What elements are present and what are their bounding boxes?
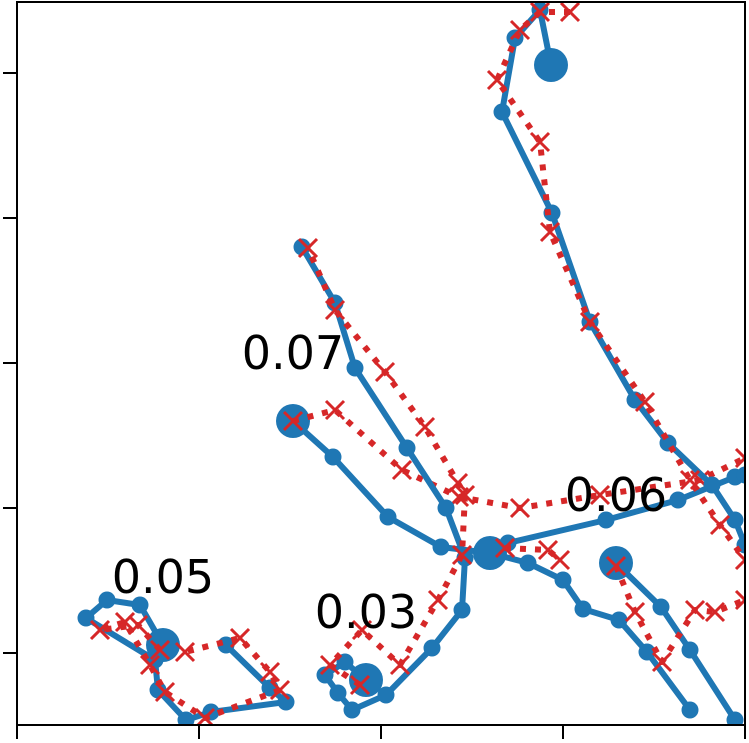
point-marker [638,643,656,661]
point-marker [423,639,441,657]
x-marker [414,416,436,438]
x-marker [139,654,161,676]
point-marker [131,596,149,614]
start-marker [473,536,507,570]
x-marker [709,514,731,536]
point-marker [377,686,395,704]
x-marker [494,537,516,559]
start-marker [599,546,633,580]
trajectory-line [499,7,745,547]
point-marker [336,653,354,671]
start-label: 0.06 [565,468,667,522]
x-marker [154,681,176,703]
point-marker [343,701,361,719]
x-marker [451,544,473,566]
x-marker [605,555,627,577]
x-marker [349,674,371,696]
x-marker [454,484,476,506]
x-marker [447,472,469,494]
x-marker [297,237,319,259]
point-marker [554,571,572,589]
x-marker [734,549,745,571]
x-marker [486,69,508,91]
start-label: 0.03 [315,585,417,639]
point-marker [316,666,334,684]
point-marker [324,448,342,466]
point-marker [346,359,364,377]
x-marker [704,601,726,623]
point-marker [177,711,195,725]
x-marker [579,311,601,333]
x-marker [389,654,411,676]
x-marker [539,221,561,243]
x-marker [391,459,413,481]
point-marker [703,476,721,494]
point-marker [726,711,744,725]
x-marker [589,484,611,506]
point-marker [681,641,699,659]
point-marker [98,591,116,609]
x-marker [374,361,396,383]
point-marker [610,611,628,629]
x-marker [149,639,171,661]
point-marker [432,538,450,556]
x-marker [319,654,341,676]
trajectory-line [613,560,738,722]
x-marker [229,627,251,649]
x-marker [324,399,346,421]
annotations: 0.07 0.06 0.03 0.05 [112,326,667,639]
point-marker [574,600,592,618]
x-marker [509,19,531,41]
point-marker [669,491,687,509]
x-marker [734,589,745,611]
x-marker [269,679,291,701]
x-marker [174,641,196,663]
x-marker [427,589,449,611]
point-marker [597,511,615,529]
x-marker [684,599,706,621]
plot-area [77,2,745,725]
x-marker [529,2,551,23]
x-marker [282,410,304,432]
x-marker [634,391,656,413]
point-marker [437,499,455,517]
point-marker [652,598,670,616]
x-marker [549,549,571,571]
point-marker [543,204,561,222]
x-marker [127,614,149,636]
x-marker [114,611,136,633]
start-label: 0.05 [112,550,214,604]
x-marker [259,661,281,683]
point-marker [519,554,537,572]
x-marker [529,131,551,153]
x-marker [324,299,346,321]
x-marker [679,469,701,491]
point-marker [453,601,471,619]
trajectory-line [292,407,745,511]
x-marker [624,601,646,623]
point-marker [736,466,745,484]
x-marker [734,447,745,469]
x-marker [651,651,673,673]
x-marker [559,2,581,23]
start-marker [534,48,568,82]
x-marker [351,619,373,641]
x-marker [89,619,111,641]
start-label: 0.07 [242,326,344,380]
point-marker [398,439,416,457]
point-marker [681,701,699,719]
x-marker [509,497,531,519]
point-marker [726,511,744,529]
point-marker [329,684,347,702]
trajectory-line [613,564,745,665]
point-marker [379,508,397,526]
point-marker [493,103,511,121]
ticks [3,72,746,739]
point-marker [277,693,295,711]
